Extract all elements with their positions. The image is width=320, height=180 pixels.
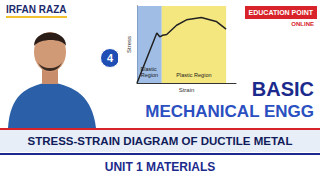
html-text:UNIT 1 MATERIALS: UNIT 1 MATERIALS xyxy=(104,160,216,174)
html-text:IRFAN RAZA: IRFAN RAZA xyxy=(6,4,67,15)
svg-text:Plastic Region: Plastic Region xyxy=(176,72,211,78)
html-text:MECHANICAL ENGG: MECHANICAL ENGG xyxy=(145,102,314,121)
html-text:BASIC: BASIC xyxy=(251,78,314,100)
html-text:ONLINE: ONLINE xyxy=(291,21,314,27)
html-text:EDUCATION POINT: EDUCATION POINT xyxy=(248,9,313,16)
html-text:STRESS-STRAIN DIAGRAM OF DUCTI: STRESS-STRAIN DIAGRAM OF DUCTILE METAL xyxy=(27,135,293,147)
svg-text:Stress: Stress xyxy=(126,36,132,53)
html-text:4: 4 xyxy=(106,52,114,64)
svg-text:Strain: Strain xyxy=(179,87,195,93)
svg-text:Region: Region xyxy=(141,72,158,78)
